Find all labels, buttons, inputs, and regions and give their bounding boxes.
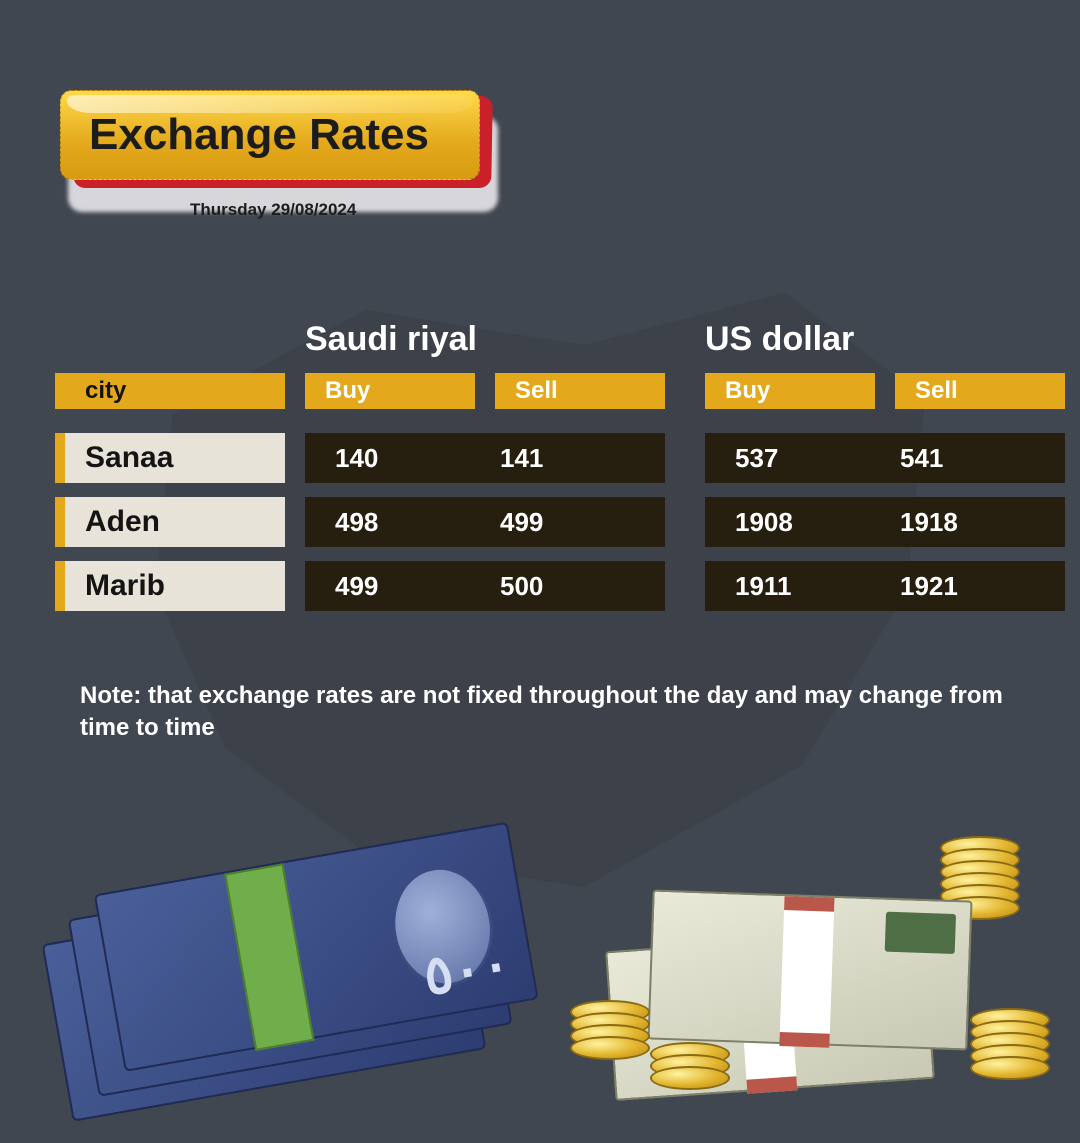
column-header-usd-sell: Sell — [895, 373, 1065, 409]
rate-value: 499 — [335, 571, 500, 602]
city-cell: Aden — [55, 497, 285, 547]
table-row: Marib 499 500 1911 1921 — [55, 561, 1045, 611]
rate-value: 541 — [900, 443, 1065, 474]
currency-header-sar: Saudi riyal — [305, 320, 665, 359]
column-header-sar-buy: Buy — [305, 373, 475, 409]
riyal-banknotes-icon: ٥٠٠ — [21, 797, 578, 1143]
table-row: Sanaa 140 141 537 541 — [55, 433, 1045, 483]
column-header-usd-buy: Buy — [705, 373, 875, 409]
rate-value: 500 — [500, 571, 665, 602]
riyal-denomination: ٥٠٠ — [419, 931, 516, 1008]
rate-value: 1908 — [735, 507, 900, 538]
column-header-city: city — [55, 373, 285, 409]
city-cell: Sanaa — [55, 433, 285, 483]
table-row: Aden 498 499 1908 1918 — [55, 497, 1045, 547]
rate-value: 537 — [735, 443, 900, 474]
rates-table: Saudi riyal US dollar city Buy Sell Buy … — [55, 320, 1045, 625]
page-title: Exchange Rates — [89, 110, 429, 160]
rate-value: 498 — [335, 507, 500, 538]
rate-value: 1911 — [735, 571, 900, 602]
rate-value: 499 — [500, 507, 665, 538]
footnote: Note: that exchange rates are not fixed … — [80, 680, 1020, 745]
rate-value: 1918 — [900, 507, 1065, 538]
city-cell: Marib — [55, 561, 285, 611]
currency-header-usd: US dollar — [705, 320, 1065, 359]
rate-value: 1921 — [900, 571, 1065, 602]
rate-value: 140 — [335, 443, 500, 474]
banner-date: Thursday 29/08/2024 — [190, 200, 356, 220]
rate-value: 141 — [500, 443, 665, 474]
column-header-sar-sell: Sell — [495, 373, 665, 409]
dollar-and-coins-icon — [540, 800, 1060, 1100]
title-banner: Exchange Rates — [60, 90, 500, 180]
